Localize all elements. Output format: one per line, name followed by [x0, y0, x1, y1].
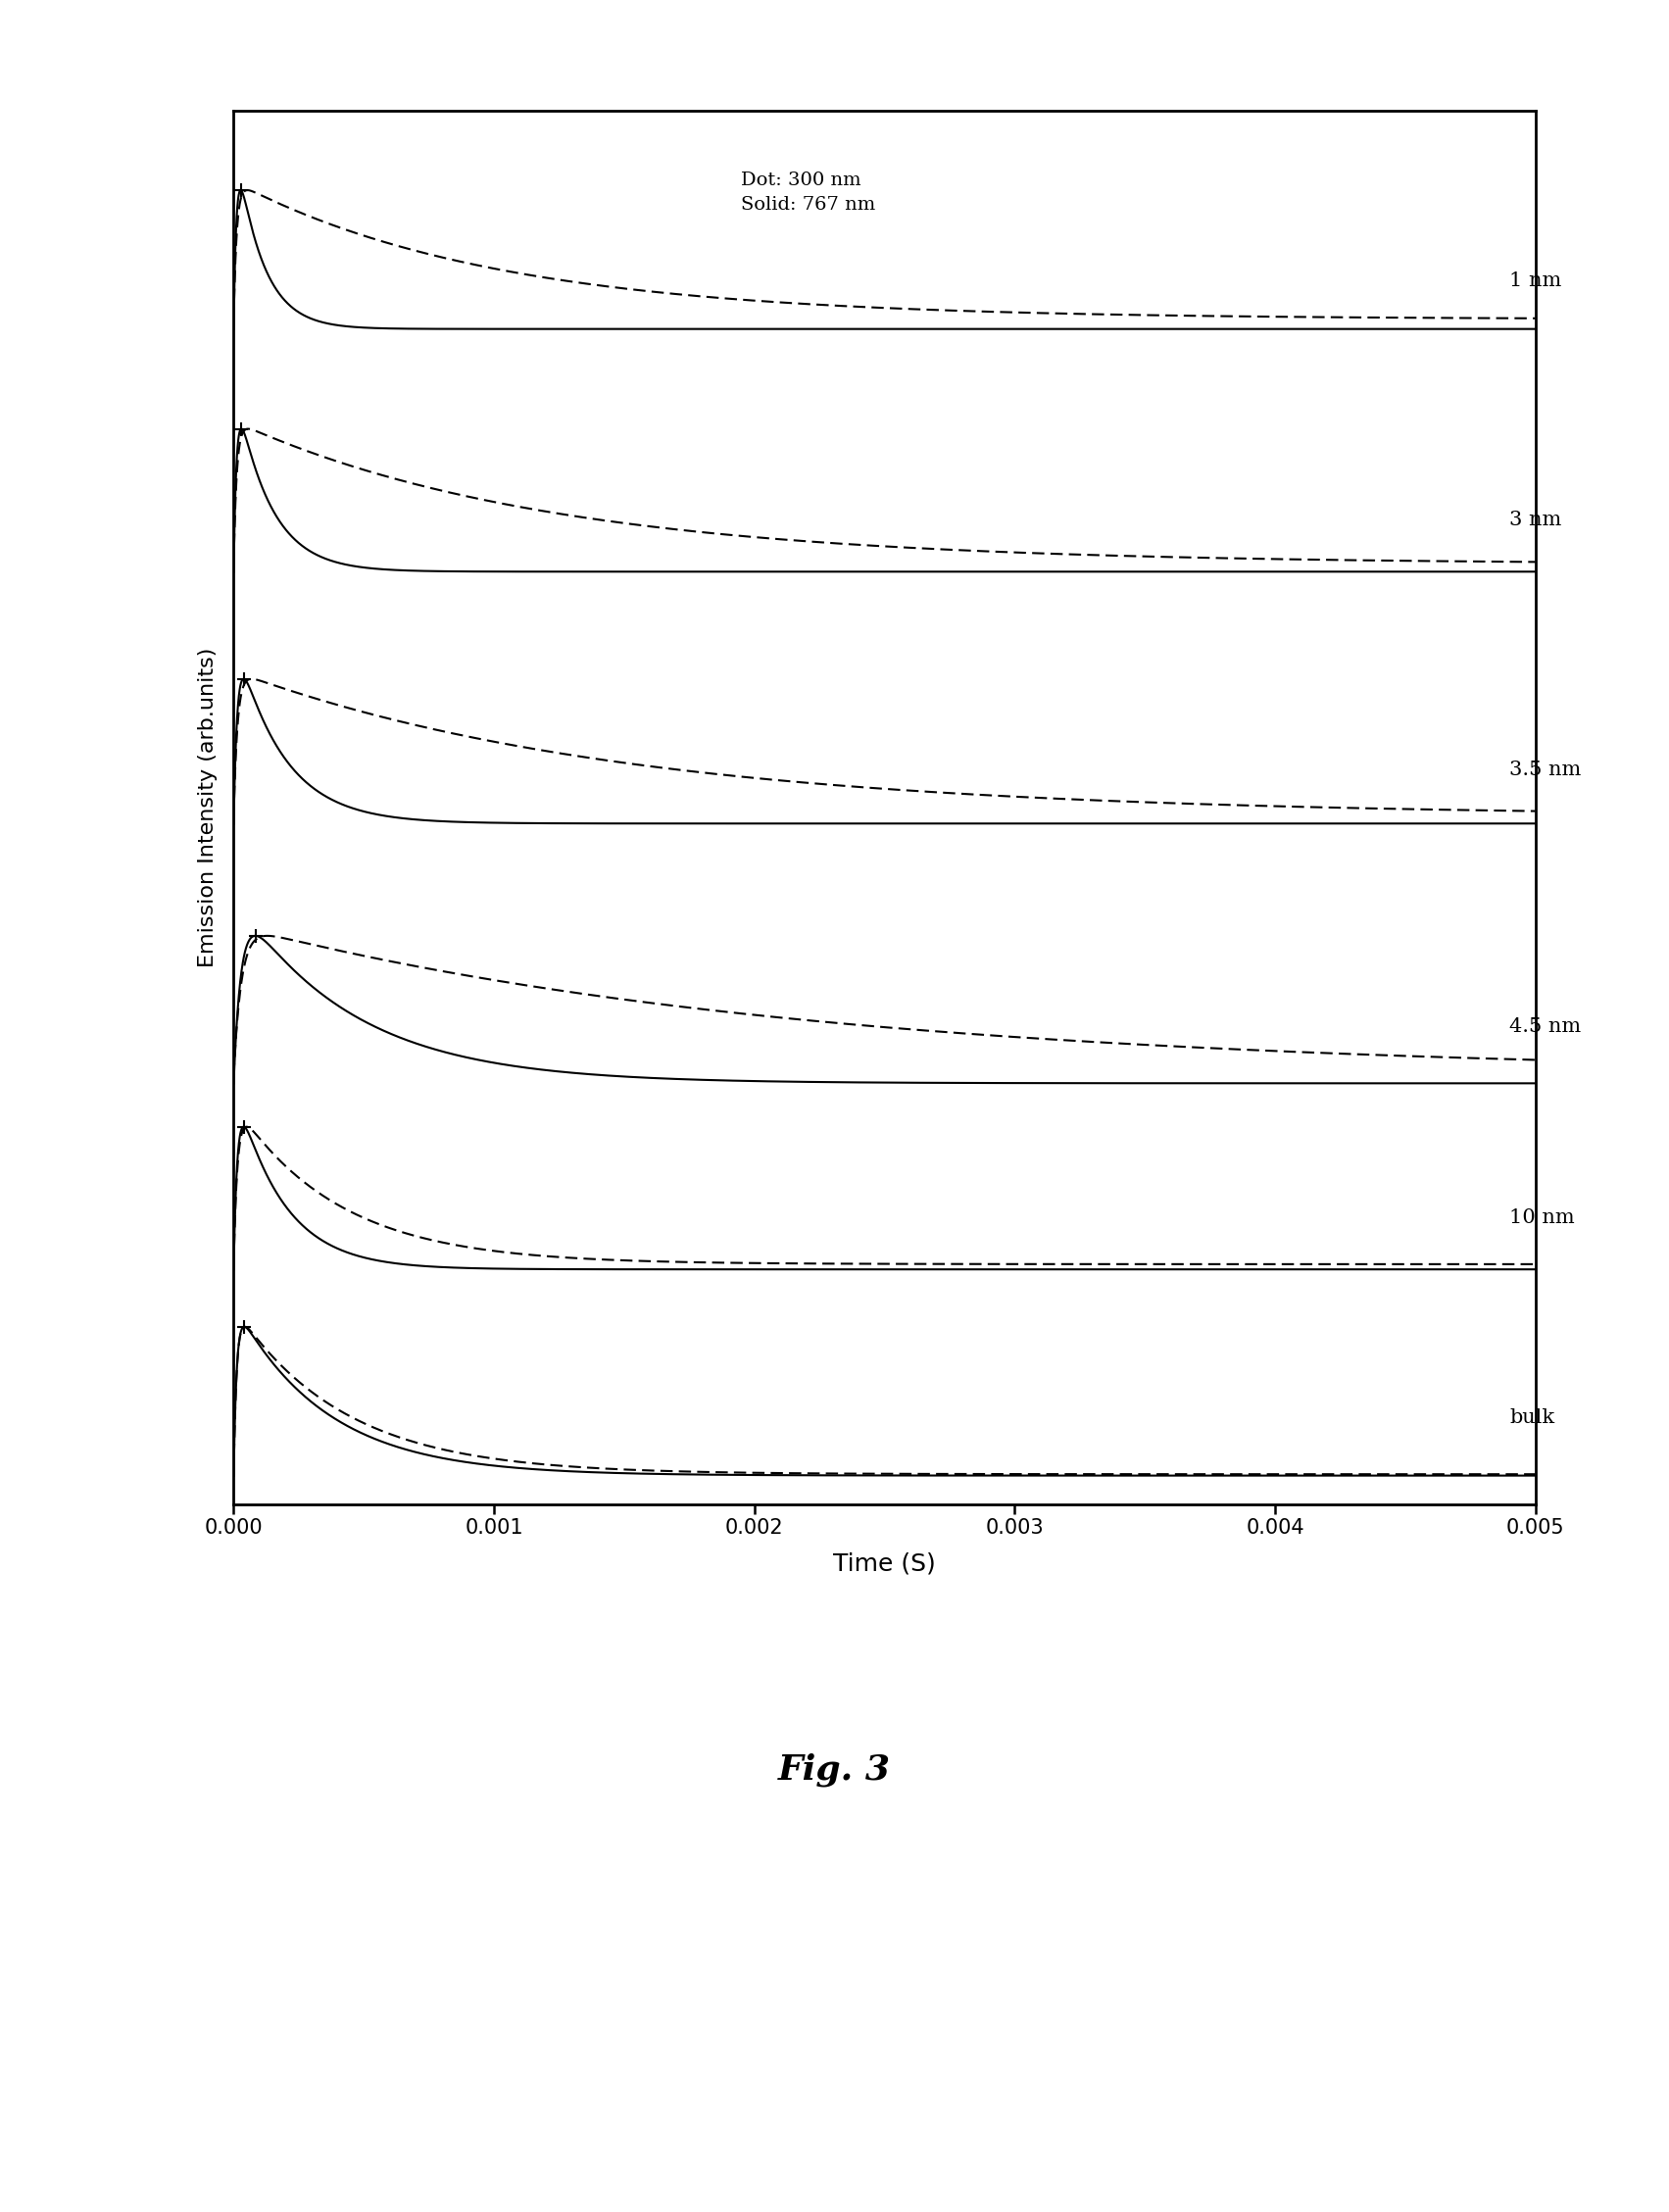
Text: 4.5 nm: 4.5 nm — [1509, 1018, 1581, 1035]
Text: Fig. 3: Fig. 3 — [778, 1752, 891, 1787]
Text: 3.5 nm: 3.5 nm — [1509, 761, 1581, 779]
Y-axis label: Emission Intensity (arb.units): Emission Intensity (arb.units) — [197, 648, 217, 967]
Text: 10 nm: 10 nm — [1509, 1208, 1576, 1228]
Text: 3 nm: 3 nm — [1509, 511, 1562, 529]
Text: Dot: 300 nm
Solid: 767 nm: Dot: 300 nm Solid: 767 nm — [741, 173, 876, 215]
Text: 1 nm: 1 nm — [1509, 272, 1562, 290]
Text: bulk: bulk — [1509, 1409, 1554, 1427]
X-axis label: Time (S): Time (S) — [833, 1551, 936, 1575]
